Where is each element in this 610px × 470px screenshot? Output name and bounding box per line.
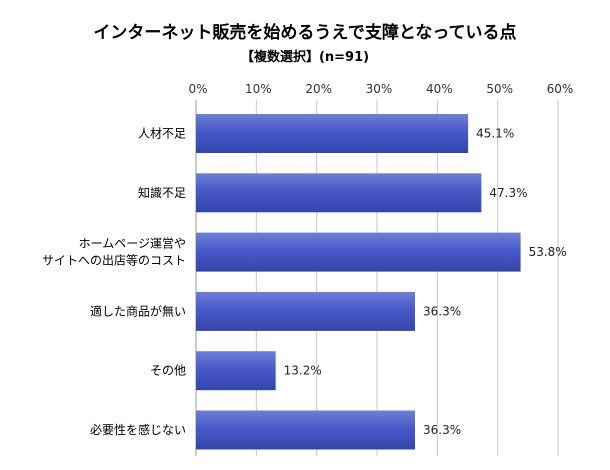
x-tick-label: 30% xyxy=(366,82,393,96)
category-label: 知識不足 xyxy=(138,186,186,200)
category-label: サイトへの出店等のコスト xyxy=(42,254,186,268)
value-label: 13.2% xyxy=(284,364,322,378)
value-label: 47.3% xyxy=(489,186,527,200)
value-label: 36.3% xyxy=(423,423,461,437)
x-tick-label: 40% xyxy=(426,82,453,96)
category-label: 必要性を感じない xyxy=(90,422,186,437)
bar xyxy=(196,351,276,391)
value-label: 53.8% xyxy=(529,245,567,259)
bar xyxy=(196,291,416,331)
category-label: ホームページ運営や xyxy=(79,237,186,251)
x-tick-label: 10% xyxy=(245,82,272,96)
x-tick-label: 60% xyxy=(547,82,574,96)
x-tick-label: 0% xyxy=(188,82,207,96)
bar xyxy=(196,114,469,153)
value-label: 45.1% xyxy=(476,127,514,141)
chart-subtitle: 【複数選択】(n=91) xyxy=(241,49,369,65)
chart-title: インターネット販売を始めるうえで支障となっている点 xyxy=(93,22,516,43)
bar xyxy=(196,410,416,450)
category-label: その他 xyxy=(150,364,186,378)
x-tick-label: 50% xyxy=(486,82,513,96)
bar xyxy=(196,173,482,213)
value-label: 36.3% xyxy=(423,304,461,318)
category-label: 適した商品が無い xyxy=(90,303,186,318)
x-tick-label: 20% xyxy=(305,82,332,96)
category-label: 人材不足 xyxy=(138,127,186,141)
bar xyxy=(196,232,521,272)
